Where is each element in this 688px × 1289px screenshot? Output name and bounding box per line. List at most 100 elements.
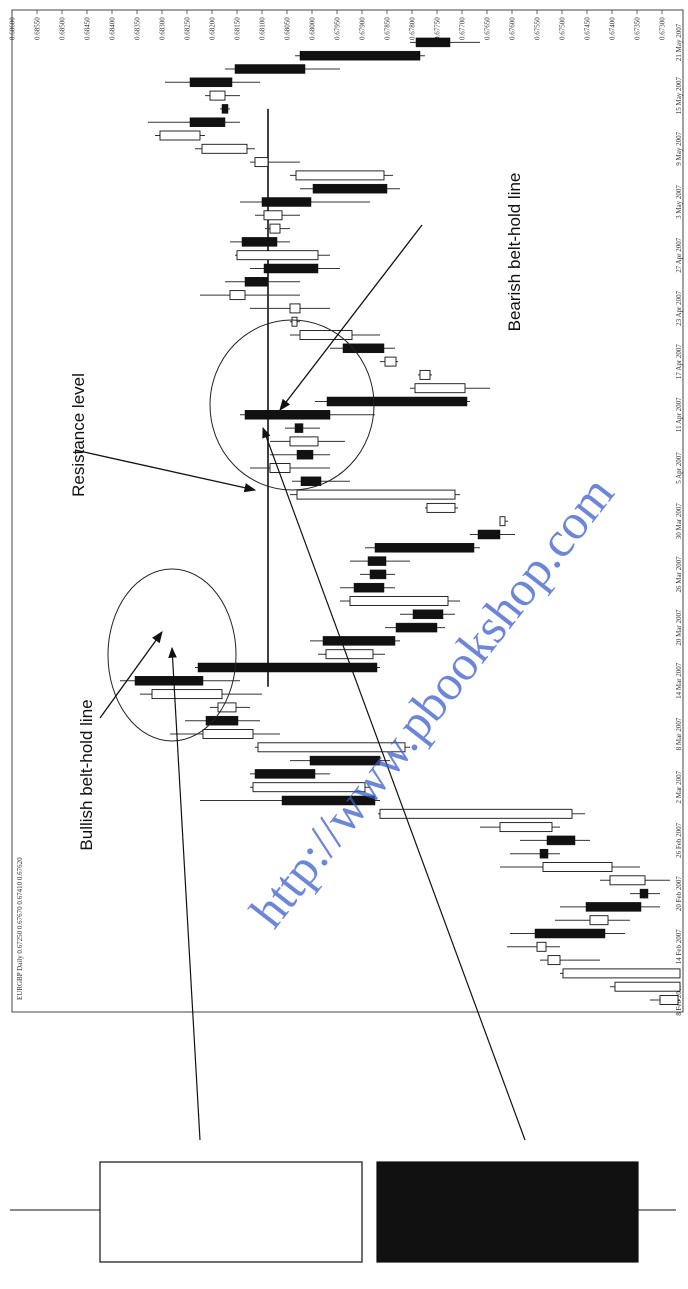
candle-body — [295, 170, 385, 181]
candle-body — [244, 277, 269, 287]
candle-body — [309, 755, 381, 766]
candle-body — [263, 210, 283, 221]
candle-body — [546, 835, 576, 846]
candle-body — [189, 77, 233, 88]
x-tick-label: 0.67700 — [459, 17, 467, 40]
x-tick-label: 0.67350 — [634, 17, 642, 40]
date-label: 21 May 2007 — [675, 23, 683, 61]
date-label: 30 Mar 2007 — [675, 503, 683, 540]
candle-body — [639, 888, 649, 899]
x-tick-label: 0.68600 — [9, 17, 17, 40]
x-tick-label: 0.67550 — [534, 17, 542, 40]
candle-body — [159, 130, 201, 141]
date-label: 26 Mar 2007 — [675, 556, 683, 593]
x-tick-label: 0.67650 — [484, 17, 492, 40]
bearish-body-sample — [376, 1161, 639, 1263]
x-tick-label: 0.67500 — [559, 17, 567, 40]
bullish-body-sample — [99, 1161, 363, 1263]
date-label: 5 Apr 2007 — [675, 452, 683, 484]
x-tick-label: 0.68500 — [59, 17, 67, 40]
date-label: 23 Apr 2007 — [675, 290, 683, 326]
x-tick-label: 0.67300 — [659, 17, 667, 40]
date-label: 27 Apr 2007 — [675, 237, 683, 273]
candle-body — [426, 502, 456, 513]
candle-body — [296, 489, 456, 500]
candle-body — [542, 862, 613, 872]
candle-body — [547, 955, 561, 966]
x-tick-label: 0.68050 — [284, 17, 292, 40]
candle-body — [536, 941, 547, 952]
candle-body — [659, 995, 679, 1005]
candle-body — [151, 689, 223, 700]
candle-body — [395, 622, 438, 633]
date-label: 2 Mar 2007 — [675, 770, 683, 803]
bearish-arrow — [279, 224, 423, 411]
candle-body — [353, 582, 385, 593]
x-tick-label: 0.68550 — [34, 17, 42, 40]
candle-body — [289, 303, 301, 314]
x-tick-label: 0.67400 — [609, 17, 617, 40]
date-label: 14 Mar 2007 — [675, 662, 683, 699]
x-tick-label: 0.68300 — [159, 17, 167, 40]
candle-body — [241, 237, 278, 247]
candle-body — [269, 223, 281, 234]
candle-body — [291, 316, 298, 327]
x-tick-label: 0.68250 — [184, 17, 192, 40]
annotation: Bullish belt-hold line — [77, 699, 96, 850]
annotation: Bearish belt-hold line — [505, 173, 524, 332]
x-tick-label: 0.68000 — [309, 17, 317, 40]
x-tick-label: 0.68150 — [234, 17, 242, 40]
candle-body — [254, 157, 269, 168]
candle-body — [299, 50, 421, 61]
date-label: 20 Mar 2007 — [675, 609, 683, 646]
candle-body — [221, 104, 229, 114]
x-tick-label: 0.68200 — [209, 17, 217, 40]
bearish-circle — [209, 319, 375, 491]
date-label: 8 Mar 2007 — [675, 717, 683, 750]
x-tick-label: 0.68100 — [259, 17, 267, 40]
candle-body — [294, 423, 304, 433]
candle-body — [499, 822, 553, 833]
candle-body — [349, 596, 449, 606]
candle-body — [254, 769, 316, 779]
candle-body — [415, 37, 451, 48]
candle-body — [269, 463, 291, 473]
candle-body — [289, 436, 319, 447]
plot-frame — [11, 9, 684, 1013]
candle-body — [585, 902, 642, 912]
candle-body — [201, 143, 248, 154]
candle-body — [414, 383, 466, 394]
candle-body — [412, 609, 444, 620]
candle-body — [134, 676, 204, 686]
candle-body — [342, 343, 385, 354]
candle-body — [534, 928, 606, 939]
candle-body — [229, 290, 246, 301]
date-label: 26 Feb 2007 — [675, 822, 683, 858]
candle-body — [236, 250, 319, 261]
candle-body — [322, 636, 396, 646]
candle-body — [562, 968, 681, 979]
annotation: Resistance level — [69, 373, 88, 497]
candle-body — [539, 848, 549, 859]
candle-body — [263, 263, 319, 274]
bullish-pointer — [168, 646, 201, 1141]
x-tick-label: 0.67450 — [584, 17, 592, 40]
candle-body — [197, 662, 378, 673]
date-label: 15 May 2007 — [675, 76, 683, 114]
candle-body — [281, 795, 376, 806]
x-tick-label: 0.67800 — [409, 17, 417, 40]
candle-body — [325, 649, 374, 660]
date-label: 17 Apr 2007 — [675, 344, 683, 380]
x-tick-label: 0.68450 — [84, 17, 92, 40]
candle-body — [614, 981, 681, 992]
candle-body — [609, 875, 646, 886]
date-label: 14 Feb 2007 — [675, 929, 683, 965]
candle-body — [326, 396, 468, 407]
bullish-arrow — [99, 631, 163, 719]
x-tick-label: 0.68350 — [134, 17, 142, 40]
candle-body — [477, 529, 501, 540]
x-tick-label: 0.67850 — [384, 17, 392, 40]
subtitle: EURGBP Daily 0.67250 0.67670 0.67410 0.6… — [16, 857, 24, 1000]
date-label: 3 May 2007 — [675, 185, 683, 219]
